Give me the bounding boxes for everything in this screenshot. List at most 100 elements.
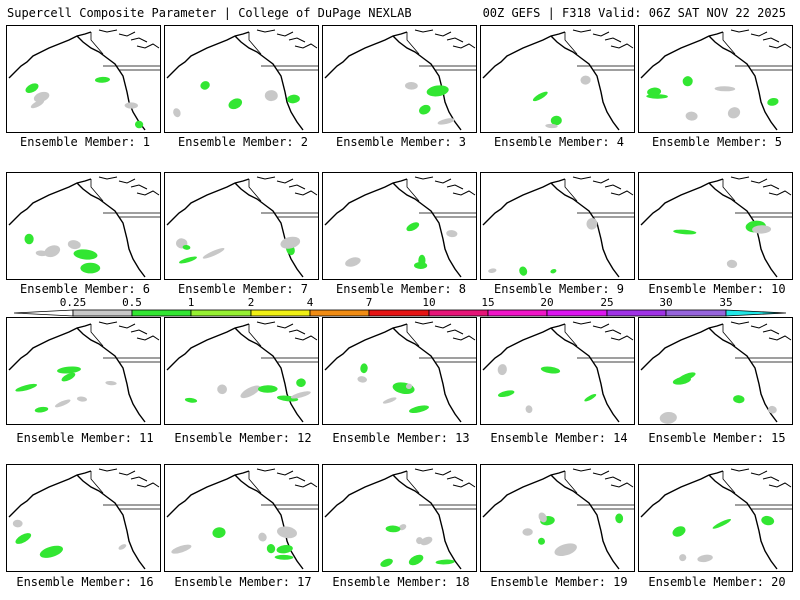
coastline [640,323,778,423]
ensemble-member-map [6,317,161,425]
arctic-islands [256,29,318,49]
scp-contour-green [584,394,597,402]
ensemble-member-map [6,25,161,133]
scp-contour-gray [752,225,772,234]
political-border [722,179,792,218]
ensemble-member-label: Ensemble Member: 14 [490,431,628,445]
coastline [8,470,146,570]
arctic-islands [98,29,160,49]
scp-contour-gray [290,391,311,399]
ensemble-member-label: Ensemble Member: 1 [19,135,151,149]
political-border [248,324,318,363]
colorbar-segment [309,309,370,317]
scp-contour-green [385,525,401,533]
scp-contour-gray [554,543,577,557]
scp-contour-gray [382,397,397,404]
colorbar-tick-label: 30 [659,296,673,309]
coastline [166,31,304,131]
scp-contour-green [435,559,455,565]
scp-contour-gray [171,544,192,554]
political-border [248,179,318,218]
coastline [482,470,620,570]
scp-contour-gray [679,554,687,562]
arctic-islands [414,321,476,341]
scp-contour-gray [217,384,227,395]
scp-contour-gray [538,512,547,523]
scp-contour-gray [420,536,433,546]
political-border [248,32,318,71]
ensemble-member-label: Ensemble Member: 2 [177,135,309,149]
valid-time: 00Z GEFS | F318 Valid: 06Z SAT NOV 22 20… [482,6,786,20]
scp-contour-green [419,104,431,115]
ensemble-member-map [164,317,319,425]
colorbar-tick-label: 15 [481,296,495,309]
ensemble-member-map [638,172,793,280]
scp-contour-gray [416,537,423,545]
coastline [482,178,620,278]
scp-contour-green [682,76,693,87]
arctic-islands [730,29,792,49]
arctic-islands [414,468,476,488]
ensemble-member-label: Ensemble Member: 17 [174,575,312,589]
political-border [406,32,476,71]
ensemble-member-map [164,464,319,572]
scp-contour-green [184,397,198,403]
scp-contour-gray [258,532,267,542]
scp-contour-green [296,378,306,388]
scp-contour-green [25,83,39,93]
scp-contour-gray [173,108,181,118]
scp-contour-gray [714,86,736,92]
colorbar-tick-label: 20 [540,296,554,309]
scp-contour-gray [54,399,71,408]
scp-contour-green [408,554,424,566]
colorbar-segment [368,309,430,317]
ensemble-member-map [322,25,477,133]
scp-contour-green [380,558,393,567]
political-border [406,471,476,510]
scp-contour-green [767,97,779,106]
map-canvas [8,176,160,278]
colorbar-tick-label: 0.25 [59,296,87,309]
scp-contour-gray [118,544,127,550]
political-border [564,179,634,218]
scp-contour-gray [545,123,558,129]
scp-contour-green [15,383,38,392]
scp-contour-green [228,98,243,110]
political-border [90,471,160,510]
scp-contour-gray [240,385,261,399]
coastline [640,178,778,278]
ensemble-member-map [322,464,477,572]
political-border [90,179,160,218]
scp-contour-gray [497,364,507,376]
scp-contour-gray [586,218,598,230]
scp-contour-gray [76,396,88,402]
colorbar-segment [250,309,311,317]
scp-contour-green [182,244,191,250]
scp-contour-gray [580,75,591,85]
map-canvas [166,29,318,131]
scp-contour-gray [105,380,117,386]
ensemble-member-map [6,172,161,280]
scp-contour-green [409,405,429,413]
arctic-islands [256,321,318,341]
colorbar-tick-label: 1 [187,296,195,309]
political-border [248,471,318,510]
scp-contour-gray [768,405,777,414]
arctic-islands [98,321,160,341]
scp-contour-gray [276,526,298,539]
map-canvas [166,176,318,278]
scp-contour-green [39,545,63,558]
political-border [722,32,792,71]
scp-contour-gray [67,240,81,250]
ensemble-member-map [6,464,161,572]
map-canvas [8,321,160,423]
scp-contour-green [179,256,197,264]
ensemble-member-map [164,25,319,133]
coastline [166,470,304,570]
colorbar-high-arrow [725,309,787,317]
scp-contour-green [646,94,668,99]
ensemble-member-map [638,317,793,425]
scp-contour-gray [405,81,418,90]
scp-contour-green [532,91,548,102]
scp-contour-gray [697,554,713,563]
